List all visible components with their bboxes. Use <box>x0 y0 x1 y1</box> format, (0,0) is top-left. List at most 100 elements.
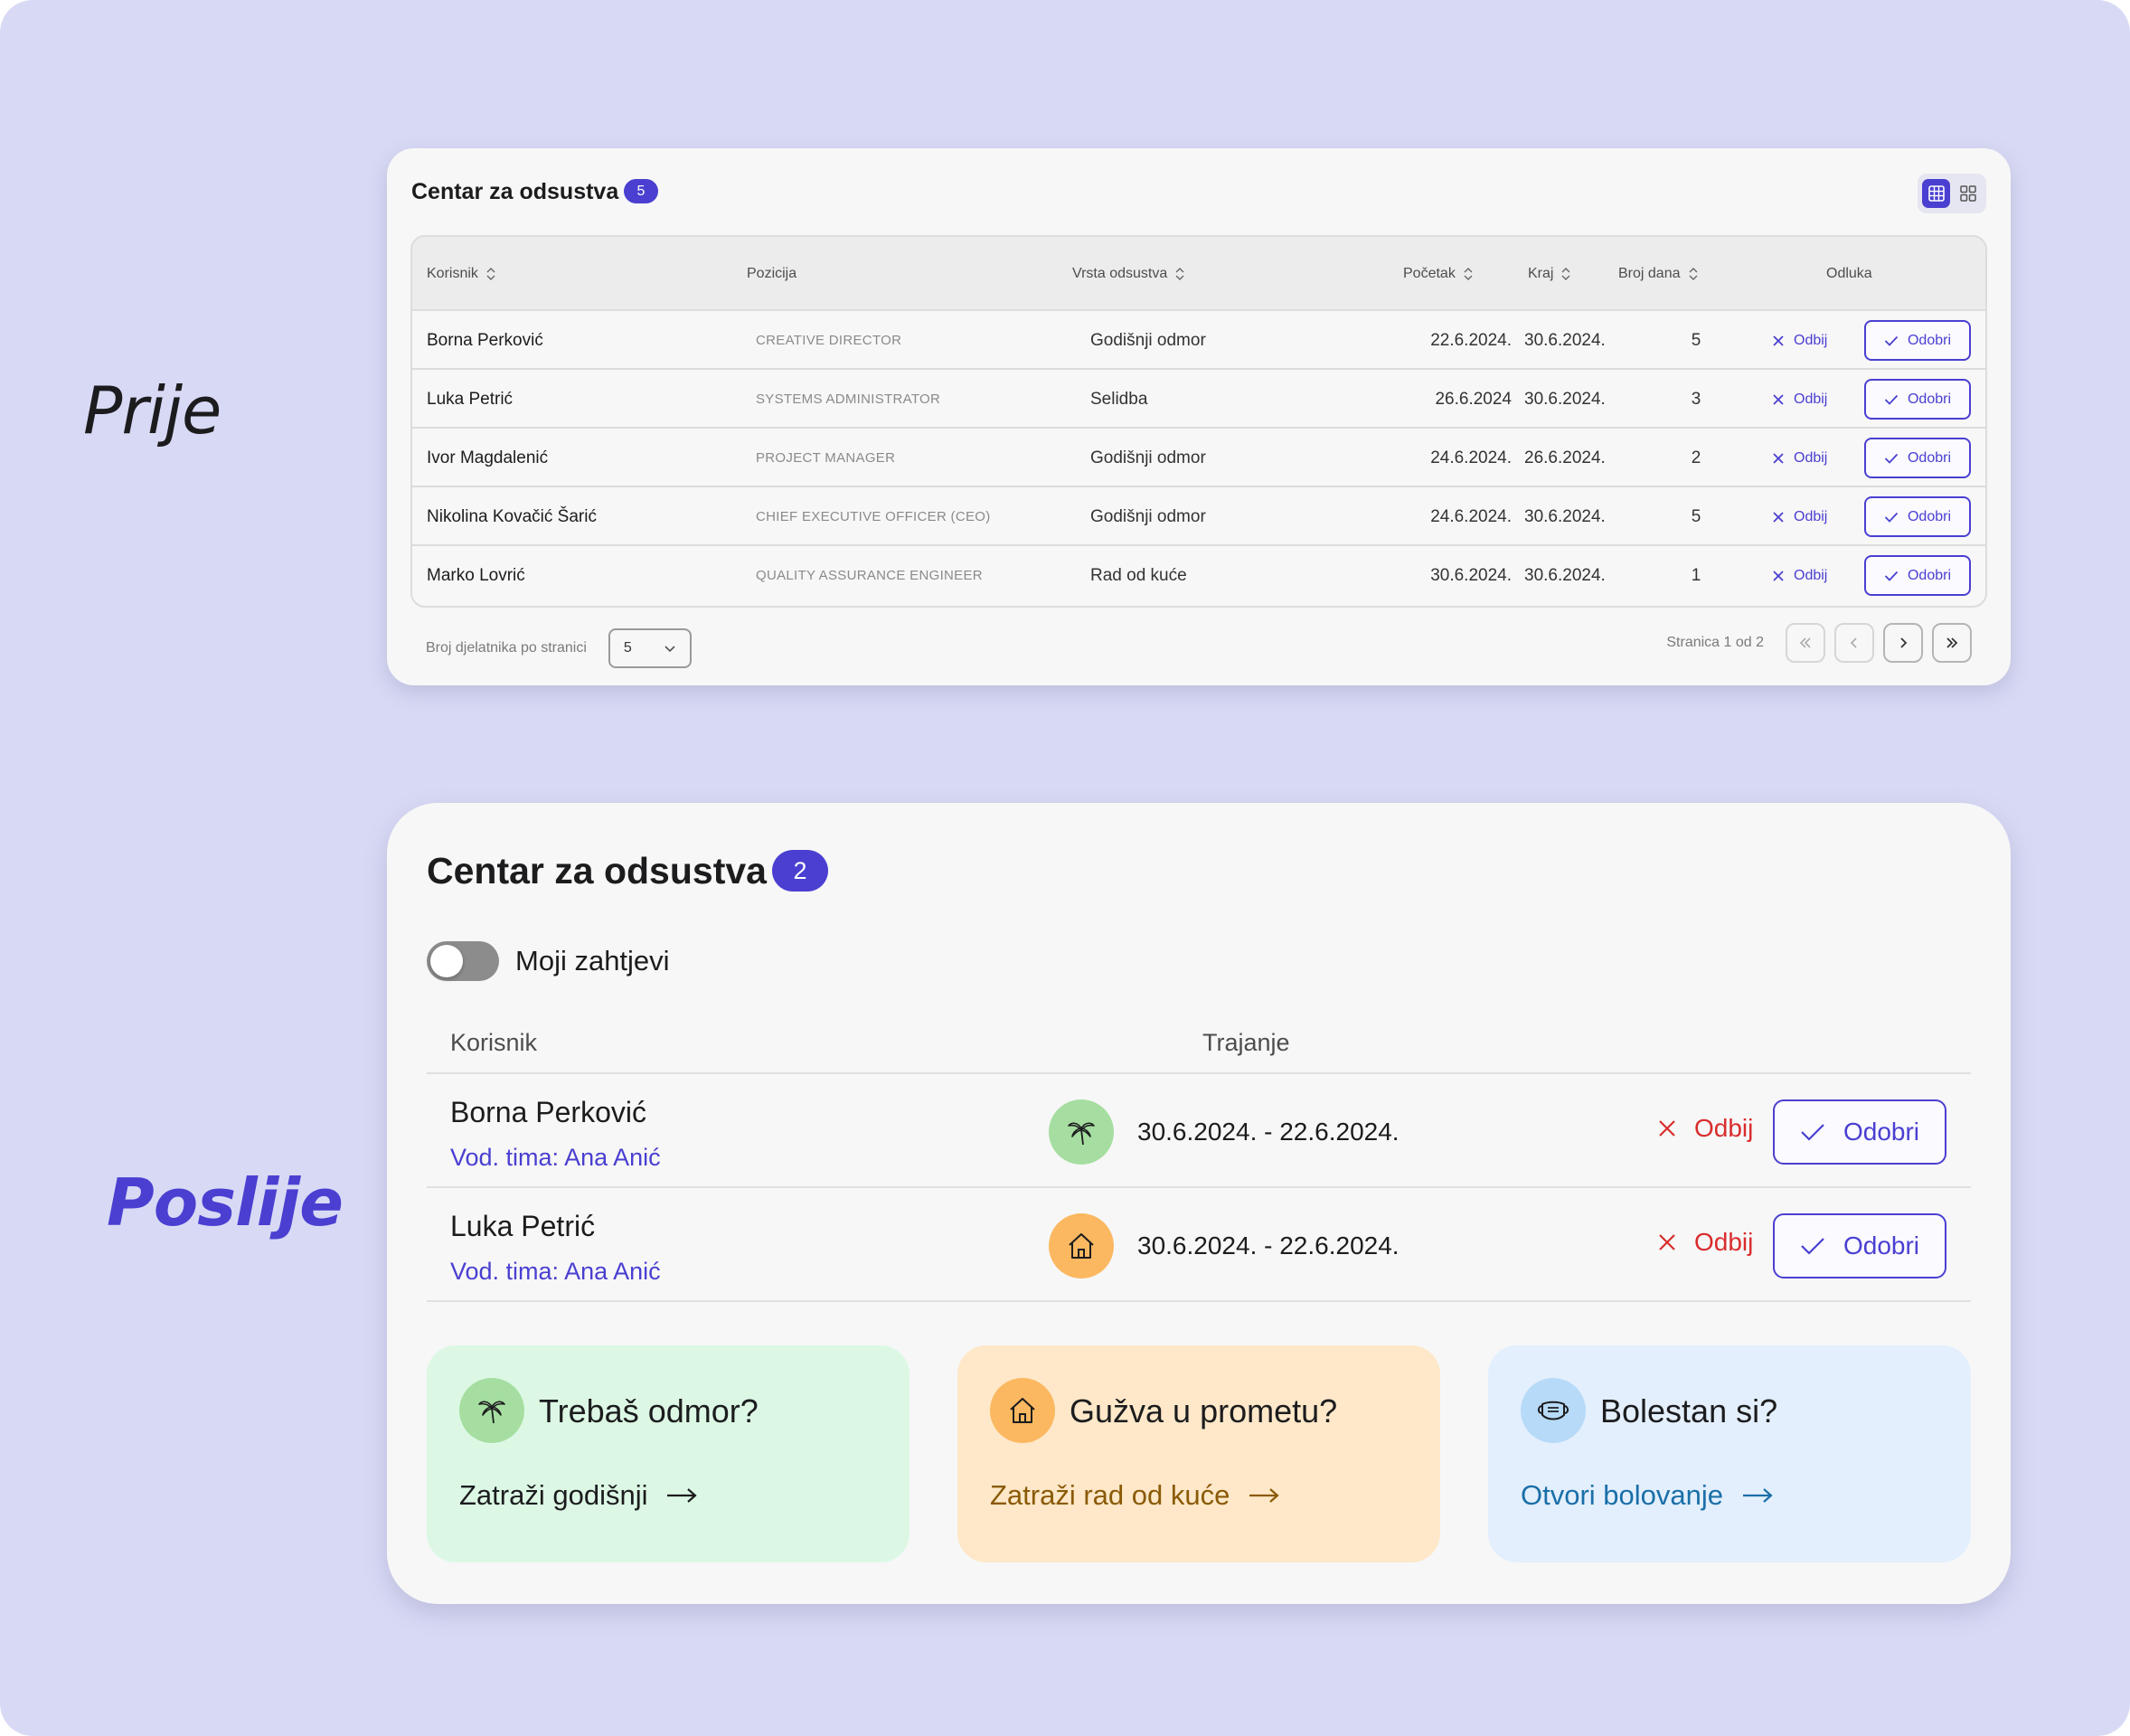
user-name: Ivor Magdalenić <box>427 448 549 467</box>
toggle-label: Moji zahtjevi <box>515 945 670 976</box>
column-header-days[interactable]: Broj dana <box>1618 237 1699 311</box>
approve-button[interactable]: Odobri <box>1864 438 1971 478</box>
open-sick-leave-link[interactable]: Otvori bolovanje <box>1521 1479 1774 1512</box>
before-label: Prije <box>83 373 221 448</box>
table-row: Ivor Magdalenić PROJECT MANAGER Godišnji… <box>412 429 1985 487</box>
table-view-button[interactable] <box>1922 179 1950 208</box>
request-row: Borna Perković Vod. tima: Ana Anić 30.6.… <box>427 1074 1971 1188</box>
chevron-right-icon <box>1900 637 1908 648</box>
reject-button[interactable]: Odbij <box>1772 311 1827 370</box>
user-name: Borna Perković <box>450 1096 646 1128</box>
request-vacation-link[interactable]: Zatraži godišnji <box>459 1479 698 1512</box>
user-name: Luka Petrić <box>427 390 514 409</box>
user-position: CREATIVE DIRECTOR <box>756 333 902 348</box>
list-header: Korisnik Trajanje <box>427 1029 1971 1074</box>
days-count: 2 <box>1691 448 1701 467</box>
face-mask-icon <box>1537 1401 1569 1420</box>
end-date: 30.6.2024. <box>1524 566 1606 585</box>
card-title: Centar za odsustva <box>427 850 767 892</box>
reject-button[interactable]: Odbij <box>1656 1114 1753 1143</box>
absence-type-badge <box>1049 1213 1114 1278</box>
toggle-knob <box>430 945 463 977</box>
reject-button[interactable]: Odbij <box>1772 429 1827 487</box>
approve-button[interactable]: Odobri <box>1864 555 1971 596</box>
close-icon <box>1659 1234 1675 1250</box>
request-row: Luka Petrić Vod. tima: Ana Anić 30.6.202… <box>427 1188 1971 1302</box>
start-date: 22.6.2024. <box>1430 331 1512 350</box>
check-icon <box>1801 1124 1824 1141</box>
table-row: Luka Petrić SYSTEMS ADMINISTRATOR Selidb… <box>412 370 1985 429</box>
close-icon <box>1773 335 1784 346</box>
user-position: SYSTEMS ADMINISTRATOR <box>756 392 941 407</box>
column-header-end[interactable]: Kraj <box>1528 237 1571 311</box>
pagination: Stranica 1 od 2 <box>1666 623 1972 663</box>
date-range: 30.6.2024. - 22.6.2024. <box>1137 1118 1400 1146</box>
column-header-user[interactable]: Korisnik <box>427 237 496 311</box>
approve-button[interactable]: Odobri <box>1773 1213 1946 1278</box>
column-header-decision: Odluka <box>1826 266 1872 281</box>
after-label: Poslije <box>107 1165 344 1241</box>
approve-button[interactable]: Odobri <box>1864 379 1971 420</box>
absence-type: Rad od kuće <box>1090 566 1187 585</box>
view-toggle <box>1918 174 1986 213</box>
reject-button[interactable]: Odbij <box>1772 487 1827 546</box>
table-row: Marko Lovrić QUALITY ASSURANCE ENGINEER … <box>412 546 1985 605</box>
vacation-promo-card[interactable]: Trebaš odmor? Zatraži godišnji <box>427 1345 909 1562</box>
count-badge: 2 <box>772 850 828 892</box>
sort-icon <box>1175 268 1184 280</box>
table-row: Nikolina Kovačić Šarić CHIEF EXECUTIVE O… <box>412 487 1985 546</box>
chevron-left-icon <box>1850 637 1857 648</box>
reject-button[interactable]: Odbij <box>1772 546 1827 605</box>
reject-button[interactable]: Odbij <box>1772 370 1827 429</box>
check-icon <box>1801 1238 1824 1255</box>
approve-button[interactable]: Odobri <box>1864 496 1971 537</box>
next-page-button[interactable] <box>1883 623 1923 663</box>
end-date: 30.6.2024. <box>1524 507 1606 526</box>
column-header-start[interactable]: Početak <box>1403 237 1474 311</box>
per-page-label: Broj djelatnika po stranici <box>426 640 587 656</box>
per-page-select[interactable]: 5 <box>608 628 692 668</box>
user-position: CHIEF EXECUTIVE OFFICER (CEO) <box>756 509 991 524</box>
grid-view-icon <box>1959 185 1976 202</box>
last-page-button[interactable] <box>1932 623 1972 663</box>
approve-button[interactable]: Odobri <box>1864 320 1971 361</box>
column-header-user: Korisnik <box>450 1029 538 1056</box>
promo-title: Trebaš odmor? <box>539 1392 759 1429</box>
my-requests-toggle-row: Moji zahtjevi <box>427 941 670 981</box>
date-range: 30.6.2024. - 22.6.2024. <box>1137 1231 1400 1260</box>
first-page-button[interactable] <box>1786 623 1825 663</box>
promo-icon-badge <box>459 1378 524 1443</box>
reject-button[interactable]: Odbij <box>1656 1228 1753 1257</box>
days-count: 5 <box>1691 507 1701 526</box>
absence-type: Godišnji odmor <box>1090 507 1206 526</box>
prev-page-button[interactable] <box>1834 623 1874 663</box>
promo-title: Bolestan si? <box>1600 1392 1778 1429</box>
user-name: Luka Petrić <box>450 1210 596 1242</box>
column-header-type[interactable]: Vrsta odsustva <box>1072 237 1185 311</box>
table-header: Korisnik Pozicija Vrsta odsustva Početak… <box>412 237 1985 311</box>
start-date: 30.6.2024. <box>1430 566 1512 585</box>
check-icon <box>1884 335 1899 346</box>
sick-leave-promo-card[interactable]: Bolestan si? Otvori bolovanje <box>1488 1345 1971 1562</box>
arrow-right-icon <box>667 1488 698 1503</box>
absence-table: Korisnik Pozicija Vrsta odsustva Početak… <box>410 235 1987 608</box>
approve-button[interactable]: Odobri <box>1773 1099 1946 1165</box>
close-icon <box>1773 570 1784 581</box>
palm-tree-icon <box>478 1401 505 1424</box>
request-remote-work-link[interactable]: Zatraži rad od kuće <box>990 1479 1280 1512</box>
my-requests-toggle[interactable] <box>427 941 499 981</box>
close-icon <box>1773 393 1784 405</box>
remote-work-promo-card[interactable]: Gužva u prometu? Zatraži rad od kuće <box>957 1345 1440 1562</box>
column-header-duration: Trajanje <box>1202 1029 1290 1056</box>
days-count: 1 <box>1691 566 1701 585</box>
promo-icon-badge <box>990 1378 1055 1443</box>
check-icon <box>1884 394 1899 405</box>
promo-title: Gužva u prometu? <box>1070 1392 1338 1429</box>
end-date: 30.6.2024. <box>1524 331 1606 350</box>
grid-view-button[interactable] <box>1954 179 1982 208</box>
sort-icon <box>486 268 495 280</box>
page-info: Stranica 1 od 2 <box>1666 635 1764 650</box>
days-count: 3 <box>1691 390 1701 409</box>
sort-icon <box>1689 268 1697 280</box>
